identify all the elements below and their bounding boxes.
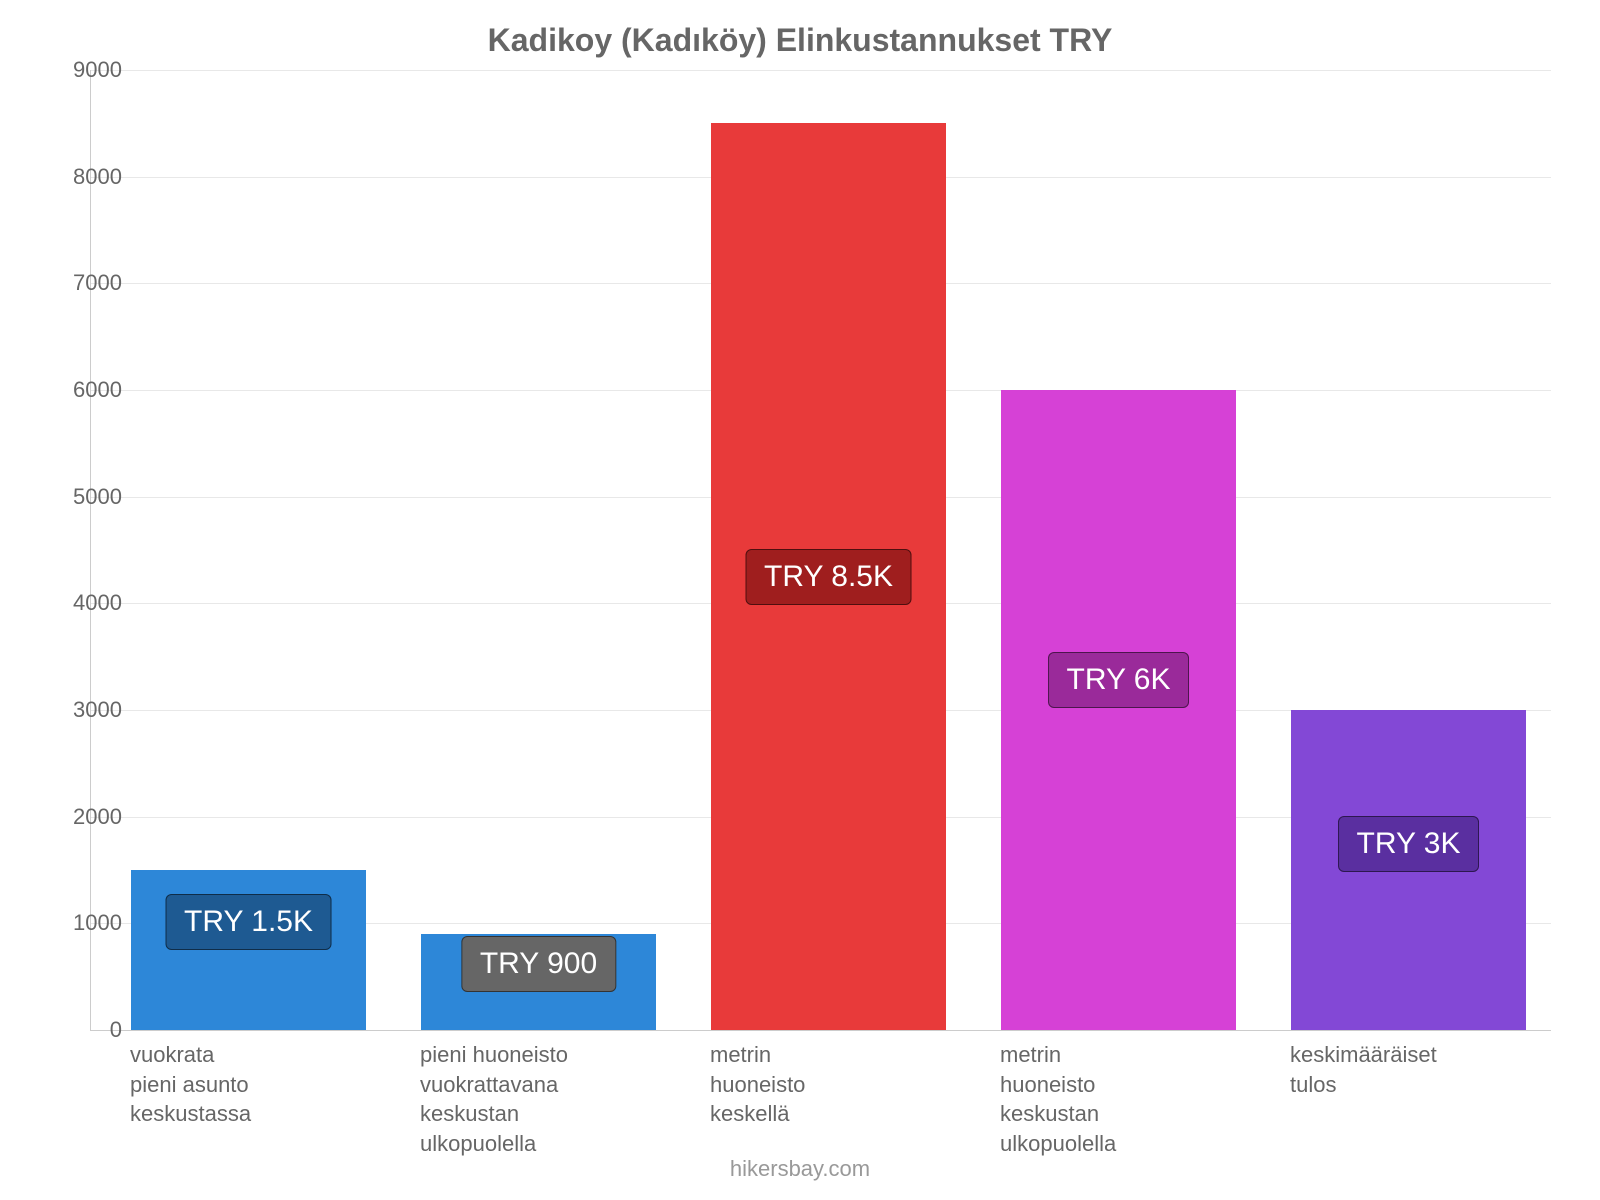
- y-tick-label: 1000: [62, 910, 122, 936]
- x-tick-label: metrin huoneisto keskellä: [710, 1040, 945, 1129]
- y-tick-label: 5000: [62, 484, 122, 510]
- value-badge: TRY 8.5K: [745, 549, 912, 605]
- chart-container: Kadikoy (Kadıköy) Elinkustannukset TRY T…: [0, 0, 1600, 1200]
- gridline: [91, 70, 1551, 71]
- value-badge: TRY 3K: [1338, 816, 1480, 872]
- bar: TRY 8.5K: [711, 123, 946, 1030]
- x-tick-label: metrin huoneisto keskustan ulkopuolella: [1000, 1040, 1235, 1159]
- y-tick-label: 8000: [62, 164, 122, 190]
- value-badge: TRY 900: [461, 936, 616, 992]
- chart-title: Kadikoy (Kadıköy) Elinkustannukset TRY: [0, 22, 1600, 59]
- y-tick-label: 4000: [62, 590, 122, 616]
- y-tick-label: 6000: [62, 377, 122, 403]
- y-tick-label: 0: [62, 1017, 122, 1043]
- bar: TRY 900: [421, 934, 656, 1030]
- x-tick-label: keskimääräiset tulos: [1290, 1040, 1525, 1099]
- y-tick-label: 3000: [62, 697, 122, 723]
- value-badge: TRY 1.5K: [165, 894, 332, 950]
- y-tick-label: 9000: [62, 57, 122, 83]
- value-badge: TRY 6K: [1048, 652, 1190, 708]
- plot-area: TRY 1.5K TRY 900 TRY 8.5K TRY 6K TRY 3K: [90, 70, 1551, 1031]
- footer-attribution: hikersbay.com: [0, 1156, 1600, 1182]
- bar: TRY 1.5K: [131, 870, 366, 1030]
- y-tick-label: 7000: [62, 270, 122, 296]
- bar: TRY 6K: [1001, 390, 1236, 1030]
- x-tick-label: vuokrata pieni asunto keskustassa: [130, 1040, 365, 1129]
- x-tick-label: pieni huoneisto vuokrattavana keskustan …: [420, 1040, 655, 1159]
- y-tick-label: 2000: [62, 804, 122, 830]
- bar: TRY 3K: [1291, 710, 1526, 1030]
